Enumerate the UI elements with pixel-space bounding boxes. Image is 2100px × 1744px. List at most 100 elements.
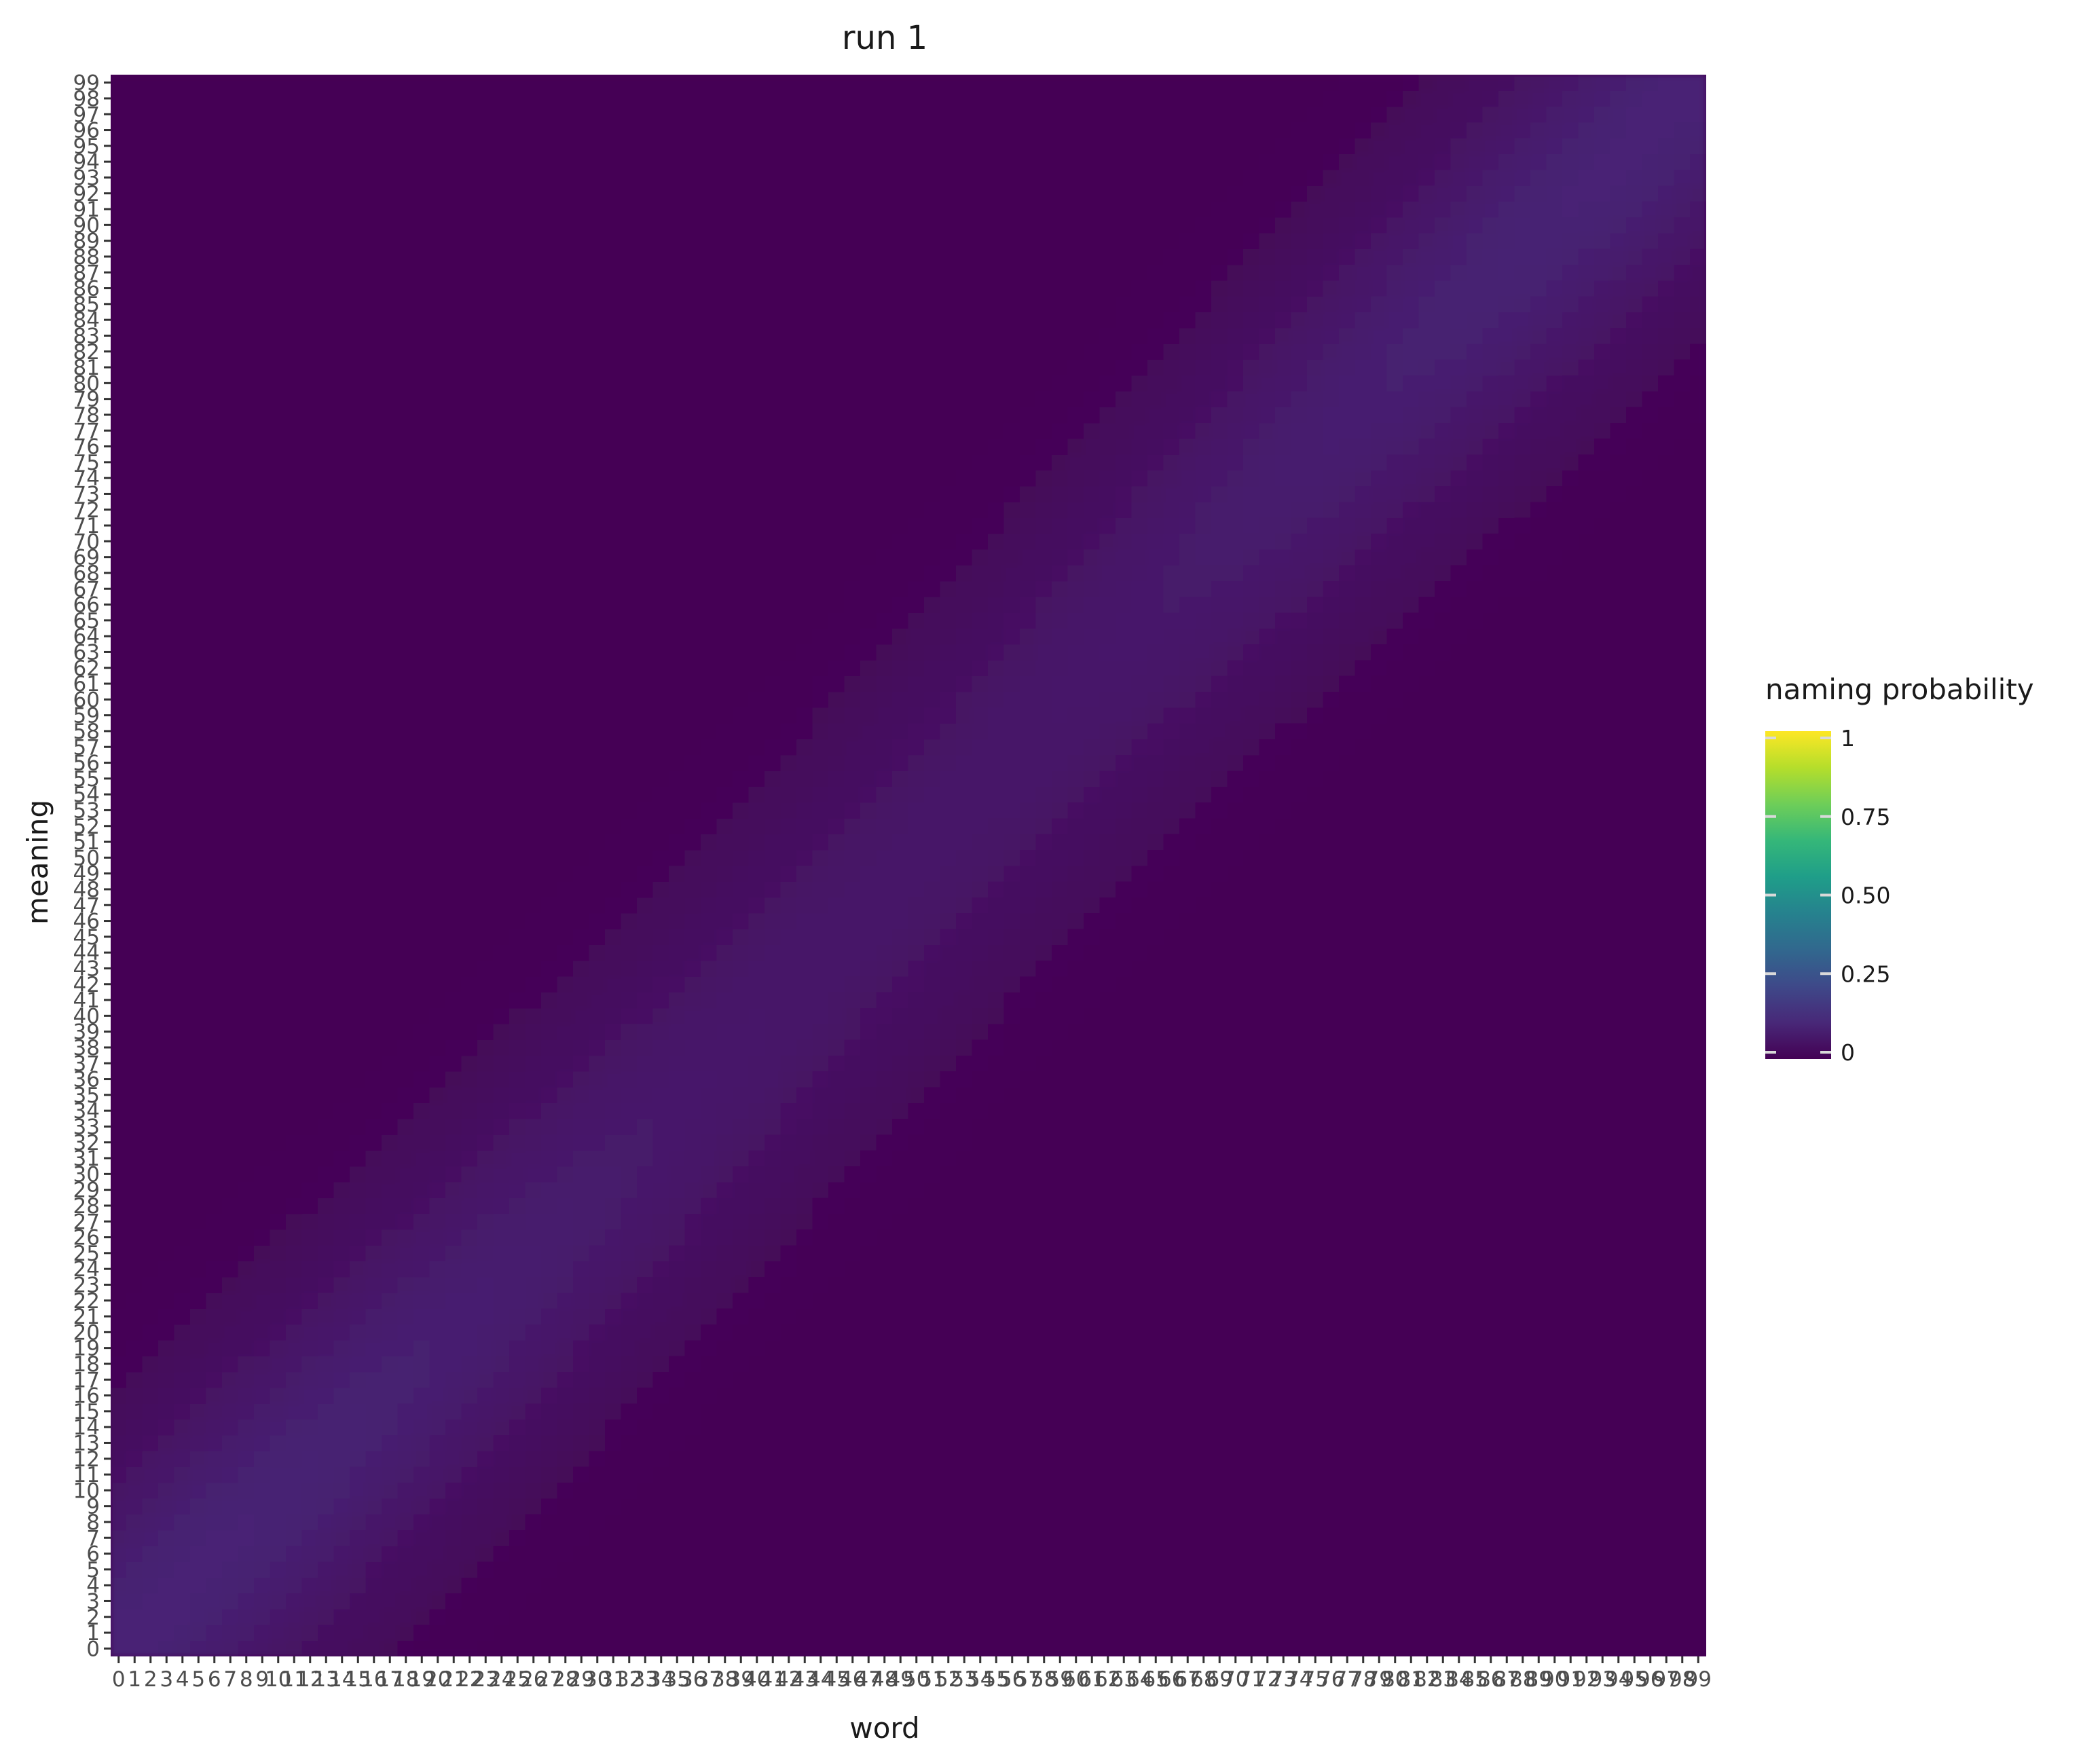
- heatmap-cell: [605, 1324, 622, 1341]
- heatmap-cell: [1035, 1292, 1052, 1309]
- heatmap-cell: [365, 1244, 382, 1261]
- heatmap-cell: [637, 1513, 654, 1531]
- heatmap-cell: [1530, 991, 1547, 1009]
- heatmap-cell: [796, 1181, 813, 1198]
- heatmap-cell: [1578, 1166, 1595, 1183]
- heatmap-cell: [1003, 976, 1020, 992]
- heatmap-cell: [1626, 1261, 1643, 1278]
- heatmap-cell: [286, 1466, 303, 1483]
- heatmap-cell: [988, 1545, 1005, 1562]
- heatmap-cell: [956, 1213, 973, 1230]
- heatmap-cell: [445, 1545, 462, 1562]
- heatmap-cell: [1307, 1166, 1324, 1183]
- heatmap-cell: [1243, 1213, 1260, 1230]
- heatmap-cell: [701, 1513, 718, 1531]
- heatmap-cell: [1084, 991, 1101, 1009]
- heatmap-cell: [382, 865, 399, 882]
- heatmap-cell: [365, 880, 382, 898]
- heatmap-cell: [1116, 1355, 1132, 1373]
- heatmap-cell: [1307, 1181, 1324, 1198]
- heatmap-cell: [301, 897, 318, 914]
- heatmap-cell: [1067, 1513, 1084, 1531]
- heatmap-cell: [1339, 1324, 1356, 1341]
- heatmap-cell: [1658, 880, 1675, 898]
- heatmap-cell: [1514, 912, 1531, 929]
- heatmap-cell: [733, 897, 750, 914]
- heatmap-cell: [796, 1624, 813, 1641]
- heatmap-cell: [509, 1324, 526, 1341]
- heatmap-cell: [222, 1039, 239, 1056]
- heatmap-cell: [222, 991, 239, 1009]
- heatmap-cell: [301, 1039, 318, 1056]
- heatmap-cell: [1450, 928, 1467, 945]
- heatmap-cell: [1020, 1197, 1037, 1214]
- heatmap-cell: [397, 1307, 414, 1325]
- heatmap-cell: [1052, 897, 1069, 914]
- heatmap-cell: [1259, 1039, 1276, 1056]
- heatmap-cell: [1403, 1134, 1420, 1151]
- heatmap-cell: [812, 1102, 829, 1119]
- heatmap-cell: [1243, 1324, 1260, 1341]
- heatmap-cell: [1099, 1244, 1116, 1261]
- heatmap-cell: [1467, 1276, 1484, 1293]
- heatmap-cell: [652, 1149, 669, 1167]
- heatmap-cell: [238, 897, 255, 914]
- heatmap-cell: [1578, 928, 1595, 945]
- heatmap-cell: [1179, 1055, 1196, 1072]
- heatmap-cell: [605, 1166, 622, 1183]
- heatmap-cell: [1578, 1561, 1595, 1578]
- heatmap-cell: [111, 1071, 127, 1088]
- heatmap-cell: [413, 1149, 430, 1167]
- heatmap-cell: [988, 1229, 1005, 1246]
- heatmap-cell: [1355, 1434, 1371, 1451]
- heatmap-cell: [333, 1023, 350, 1040]
- heatmap-cell: [477, 1102, 494, 1119]
- heatmap-cell: [1562, 897, 1579, 914]
- heatmap-cell: [333, 944, 350, 961]
- heatmap-cell: [111, 1466, 127, 1483]
- heatmap-cell: [780, 1498, 797, 1515]
- heatmap-cell: [748, 1276, 765, 1293]
- heatmap-cell: [1243, 1434, 1260, 1451]
- heatmap-cell: [206, 1197, 223, 1214]
- heatmap-cell: [1291, 1134, 1308, 1151]
- heatmap-cell: [429, 1007, 446, 1024]
- heatmap-cell: [493, 1071, 510, 1088]
- heatmap-cell: [429, 1213, 446, 1230]
- heatmap-cell: [429, 1102, 446, 1119]
- heatmap-cell: [190, 1387, 207, 1404]
- heatmap-cell: [908, 960, 925, 977]
- heatmap-cell: [429, 928, 446, 945]
- heatmap-cell: [111, 1039, 127, 1056]
- heatmap-cell: [1211, 1355, 1228, 1373]
- heatmap-cell: [1227, 865, 1244, 882]
- heatmap-cell: [1690, 1055, 1706, 1072]
- heatmap-cell: [1179, 1577, 1196, 1594]
- heatmap-cell: [1498, 1466, 1515, 1483]
- heatmap-cell: [748, 1007, 765, 1024]
- heatmap-cell: [1418, 1244, 1435, 1261]
- heatmap-cell: [318, 1624, 335, 1641]
- heatmap-cell: [1211, 1419, 1228, 1436]
- heatmap-cell: [477, 1086, 494, 1103]
- heatmap-cell: [1594, 1593, 1611, 1610]
- heatmap-cell: [1386, 1450, 1403, 1467]
- heatmap-cell: [1195, 1450, 1212, 1467]
- heatmap-cell: [1546, 1513, 1563, 1531]
- heatmap-cell: [1674, 1134, 1691, 1151]
- heatmap-cell: [1371, 1292, 1388, 1309]
- heatmap-cell: [1084, 1608, 1101, 1625]
- heatmap-cell: [1163, 1545, 1180, 1562]
- heatmap-cell: [1084, 1213, 1101, 1230]
- heatmap-cell: [238, 1545, 255, 1562]
- heatmap-cell: [684, 1593, 701, 1610]
- heatmap-cell: [1099, 1608, 1116, 1625]
- heatmap-cell: [796, 1371, 813, 1388]
- heatmap-cell: [1211, 944, 1228, 961]
- heatmap-cell: [573, 1023, 590, 1040]
- heatmap-cell: [1578, 944, 1595, 961]
- heatmap-cell: [1195, 1403, 1212, 1420]
- heatmap-cell: [1450, 1118, 1467, 1135]
- heatmap-cell: [605, 1640, 622, 1656]
- heatmap-cell: [716, 1229, 733, 1246]
